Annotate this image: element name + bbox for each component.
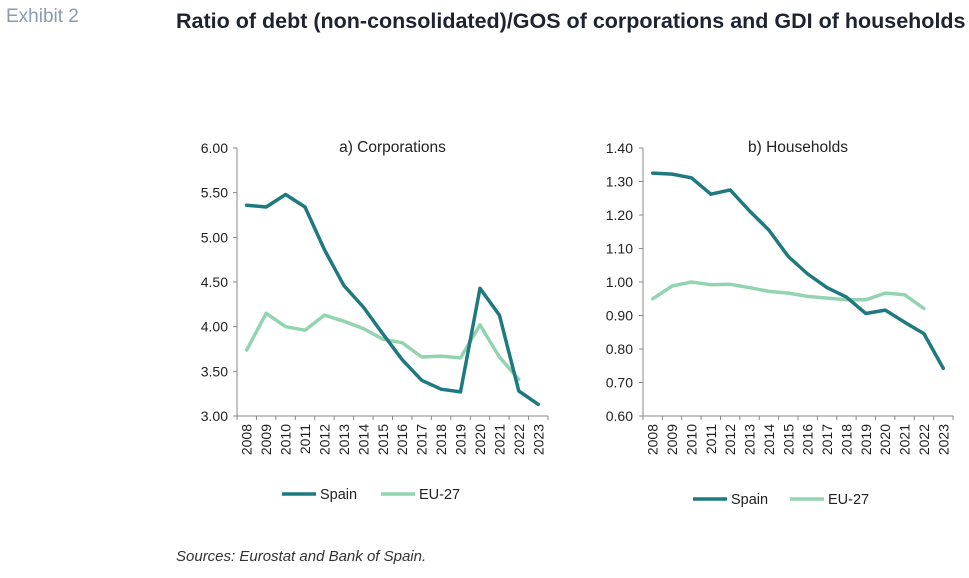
source-note: Sources: Eurostat and Bank of Spain. [176, 548, 427, 565]
corporations-y-tick-label: 3.00 [201, 408, 228, 424]
corporations-x-tick-label: 2019 [453, 424, 469, 455]
corporations-x-tick-label: 2023 [530, 424, 546, 455]
households-legend-label-spain: Spain [731, 492, 768, 508]
households-x-tick-label: 2019 [858, 424, 874, 455]
corporations-x-tick-label: 2011 [297, 424, 313, 454]
corporations-x-tick-label: 2022 [511, 424, 527, 455]
corporations-y-tick-label: 4.00 [201, 319, 228, 335]
households-x-tick-label: 2020 [877, 424, 893, 455]
households-x-tick-label: 2010 [683, 424, 699, 455]
corporations-y-tick-label: 5.50 [201, 185, 228, 201]
corporations-x-tick-label: 2013 [336, 424, 352, 455]
households-x-tick-label: 2008 [645, 424, 661, 455]
corporations-panel-title: a) Corporations [339, 139, 446, 156]
corporations-legend-label-spain: Spain [320, 487, 357, 503]
households-x-tick-label: 2015 [780, 424, 796, 455]
households-x-tick-label: 2009 [664, 424, 680, 455]
households-x-tick-label: 2023 [935, 424, 951, 455]
corporations-x-tick-label: 2016 [394, 424, 410, 455]
corporations-x-tick-label: 2014 [355, 424, 371, 455]
households-y-tick-label: 0.80 [606, 341, 633, 357]
corporations-series-spain-line [244, 192, 541, 407]
households-y-tick-label: 1.00 [606, 274, 633, 290]
corporations-x-tick-label: 2017 [414, 424, 430, 455]
corporations-x-tick-label: 2012 [316, 424, 332, 455]
households-series-eu27-line [650, 280, 926, 311]
corporations-x-tick-label: 2008 [239, 424, 255, 455]
households-panel-title: b) Households [748, 139, 848, 156]
households-x-tick-label: 2014 [761, 424, 777, 455]
households-x-tick-label: 2018 [838, 424, 854, 455]
households-x-tick-label: 2012 [722, 424, 738, 455]
corporations-x-tick-label: 2018 [433, 424, 449, 455]
corporations-series-eu27-line [244, 311, 521, 382]
households-x-tick-label: 2022 [916, 424, 932, 455]
households-y-tick-label: 0.90 [606, 308, 633, 324]
corporations-x-tick-label: 2015 [375, 424, 391, 455]
chart-title: Ratio of debt (non-consolidated)/GOS of … [176, 9, 966, 33]
corporations-x-tick-label: 2020 [472, 424, 488, 455]
corporations-x-tick-label: 2010 [278, 424, 294, 455]
households-x-tick-label: 2011 [703, 424, 719, 454]
households-series-spain-line [650, 171, 946, 371]
households-x-tick-label: 2021 [897, 424, 913, 455]
households-x-tick-label: 2016 [800, 424, 816, 455]
households-y-tick-label: 1.20 [606, 207, 633, 223]
exhibit-label: Exhibit 2 [6, 6, 79, 27]
households-legend-label-eu27: EU-27 [828, 492, 869, 508]
households-x-tick-label: 2013 [742, 424, 758, 455]
corporations-x-tick-label: 2009 [258, 424, 274, 455]
corporations-y-tick-label: 4.50 [201, 274, 228, 290]
corporations-x-tick-label: 2021 [491, 424, 507, 455]
corporations-y-tick-label: 6.00 [201, 140, 228, 156]
corporations-y-tick-label: 3.50 [201, 363, 228, 379]
households-y-tick-label: 1.10 [606, 241, 633, 257]
households-y-tick-label: 1.40 [606, 140, 633, 156]
households-y-tick-label: 1.30 [606, 174, 633, 190]
corporations-legend-label-eu27: EU-27 [419, 487, 460, 503]
corporations-y-tick-label: 5.00 [201, 229, 228, 245]
households-y-tick-label: 0.60 [606, 408, 633, 424]
households-x-tick-label: 2017 [819, 424, 835, 455]
households-y-tick-label: 0.70 [606, 375, 633, 391]
